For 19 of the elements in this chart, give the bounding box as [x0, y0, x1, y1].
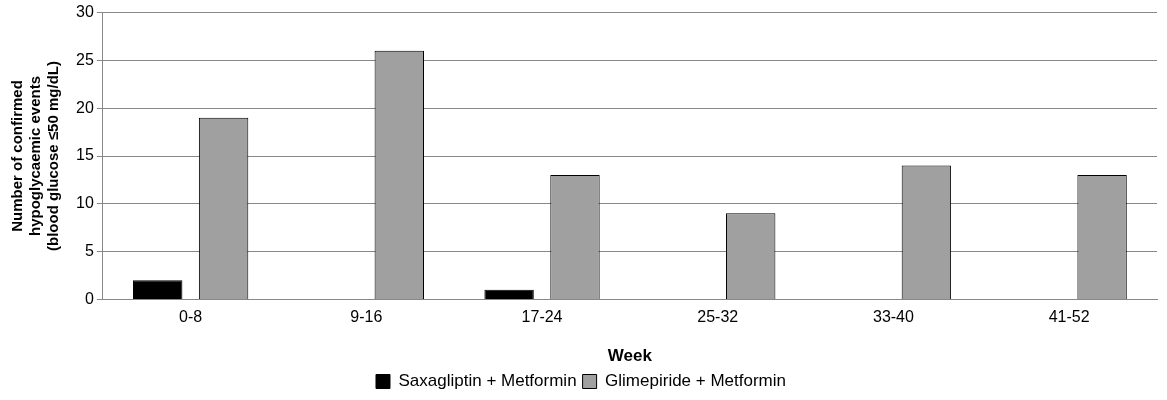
x-tick-label: 33-40: [872, 308, 915, 326]
y-tick-label: 5: [84, 242, 94, 260]
y-tick-label: 30: [76, 3, 94, 21]
x-tick-label: 9-16: [350, 308, 383, 326]
x-tick-label: 0-8: [179, 308, 203, 326]
bar: [484, 289, 534, 299]
y-axis-title: Number of confirmed hypoglycaemic events (blood glucose ≤50 mg/dL): [8, 61, 62, 251]
x-tick-label: 17-24: [521, 308, 563, 326]
x-tick-label: 25-32: [697, 308, 739, 326]
x-axis-title: Week: [607, 346, 653, 366]
y-tick-label: 20: [76, 98, 94, 116]
y-tick-label: 25: [76, 50, 94, 68]
y-tick-label: 15: [76, 146, 94, 164]
legend-label: Glimepiride + Metformin: [605, 371, 787, 391]
y-tick-label: 10: [76, 194, 94, 212]
y-tick-label: 0: [84, 289, 94, 307]
legend-label: Saxagliptin + Metformin: [398, 371, 577, 391]
x-tick-label: 41-52: [1048, 308, 1090, 326]
bar: [133, 280, 183, 299]
